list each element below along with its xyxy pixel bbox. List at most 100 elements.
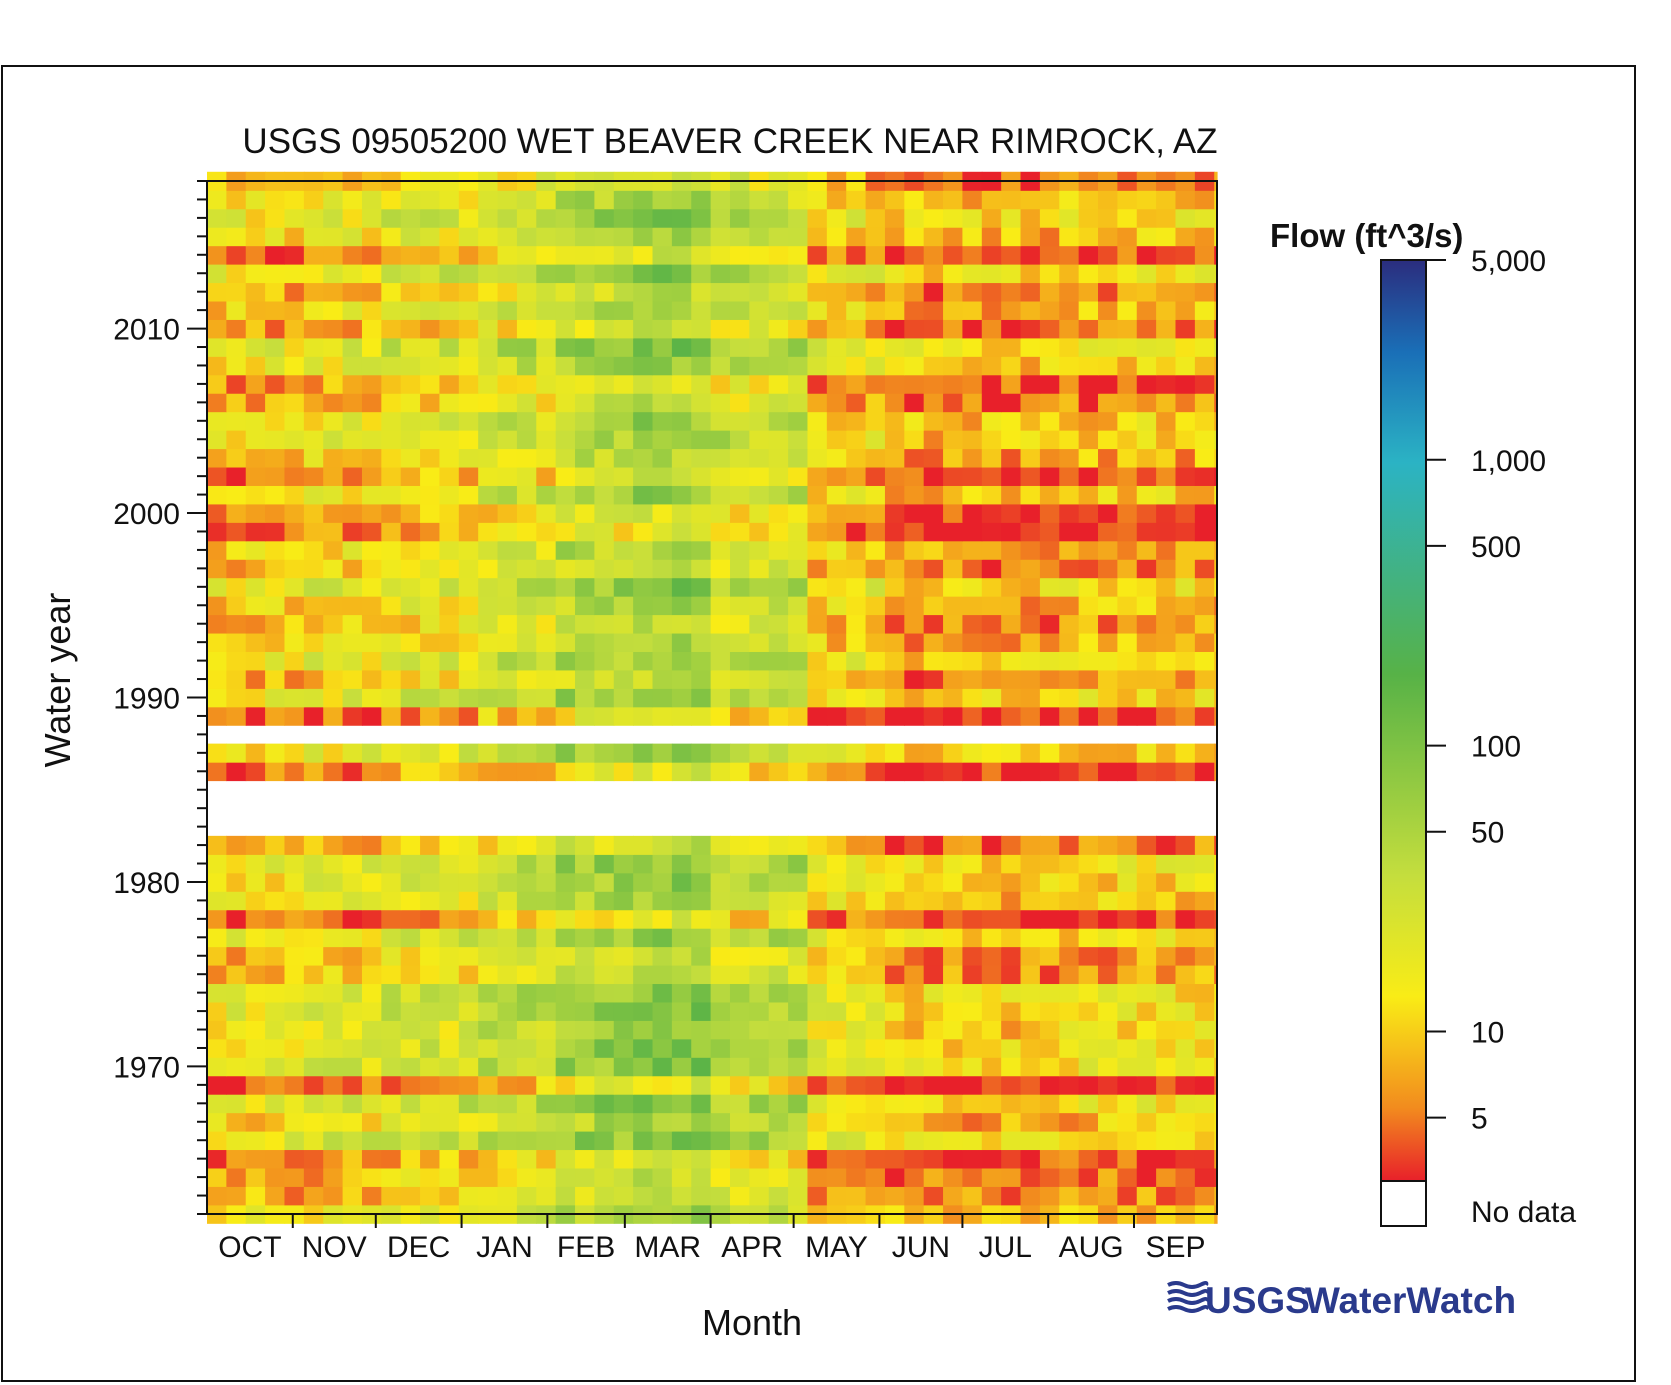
heatmap-cell	[265, 522, 286, 542]
heatmap-cell	[652, 522, 673, 542]
heatmap-cell	[1001, 835, 1022, 855]
heatmap-cell	[555, 1167, 576, 1187]
heatmap-cell	[943, 688, 964, 708]
heatmap-cell	[788, 208, 809, 228]
heatmap-cell	[226, 632, 247, 652]
heatmap-cell	[884, 835, 905, 855]
heatmap-cell	[788, 1167, 809, 1187]
heatmap-cell	[555, 854, 576, 874]
heatmap-cell	[1214, 264, 1218, 284]
heatmap-cell	[729, 632, 750, 652]
heatmap-cell	[826, 503, 847, 523]
heatmap-cell	[1059, 337, 1080, 357]
heatmap-cell	[807, 466, 828, 486]
heatmap-cell	[691, 1057, 712, 1077]
heatmap-cell	[207, 559, 227, 579]
heatmap-cell	[1117, 909, 1138, 929]
heatmap-cell	[729, 337, 750, 357]
heatmap-cell	[1156, 891, 1177, 911]
heatmap-cell	[807, 356, 828, 376]
heatmap-cell	[265, 1167, 286, 1187]
heatmap-cell	[981, 227, 1002, 247]
heatmap-cell	[516, 190, 537, 210]
heatmap-cell	[884, 577, 905, 597]
figure-border	[1, 65, 1636, 1382]
heatmap-cell	[1020, 227, 1041, 247]
heatmap-cell	[1214, 411, 1218, 431]
heatmap-cell	[342, 983, 363, 1003]
heatmap-cell	[207, 928, 227, 948]
heatmap-cell	[1078, 872, 1099, 892]
heatmap-cell	[323, 596, 344, 616]
heatmap-cell	[284, 614, 305, 634]
heatmap-cell	[594, 669, 615, 689]
heatmap-cell	[361, 319, 382, 339]
heatmap-cell	[439, 485, 460, 505]
heatmap-cell	[361, 503, 382, 523]
heatmap-cell	[303, 577, 324, 597]
heatmap-cell	[865, 651, 886, 671]
heatmap-cell	[652, 854, 673, 874]
heatmap-cell	[516, 706, 537, 726]
heatmap-cell	[1039, 282, 1060, 302]
heatmap-cell	[1078, 946, 1099, 966]
heatmap-cell	[729, 448, 750, 468]
heatmap-cell	[652, 190, 673, 210]
heatmap-cell	[768, 411, 789, 431]
heatmap-cell	[691, 337, 712, 357]
heatmap-cell	[1156, 577, 1177, 597]
heatmap-cell	[1001, 411, 1022, 431]
heatmap-cell	[846, 651, 867, 671]
heatmap-cell	[245, 854, 266, 874]
heatmap-cell	[497, 374, 518, 394]
heatmap-cell	[226, 614, 247, 634]
heatmap-cell	[594, 190, 615, 210]
heatmap-cell	[400, 374, 421, 394]
heatmap-cell	[981, 1149, 1002, 1169]
heatmap-cell	[652, 1075, 673, 1095]
heatmap-cell	[226, 706, 247, 726]
heatmap-cell	[284, 393, 305, 413]
heatmap-cell	[613, 540, 634, 560]
heatmap-cell	[497, 872, 518, 892]
heatmap-cell	[478, 448, 499, 468]
heatmap-cell	[865, 227, 886, 247]
heatmap-cell	[439, 891, 460, 911]
heatmap-cell	[1175, 190, 1196, 210]
heatmap-cell	[555, 1057, 576, 1077]
heatmap-cell	[807, 762, 828, 782]
heatmap-cell	[381, 1020, 402, 1040]
heatmap-cell	[729, 909, 750, 929]
heatmap-cell	[226, 1075, 247, 1095]
heatmap-cell	[226, 1094, 247, 1114]
heatmap-cell	[1136, 854, 1157, 874]
heatmap-cell	[1039, 503, 1060, 523]
heatmap-cell	[652, 282, 673, 302]
heatmap-cell	[1078, 632, 1099, 652]
heatmap-cell	[497, 1149, 518, 1169]
heatmap-cell	[400, 1075, 421, 1095]
heatmap-cell	[207, 743, 227, 763]
heatmap-cell	[1078, 411, 1099, 431]
heatmap-cell	[1136, 1112, 1157, 1132]
heatmap-cell	[342, 245, 363, 265]
heatmap-cell	[671, 466, 692, 486]
heatmap-cell	[361, 190, 382, 210]
heatmap-cell	[1059, 393, 1080, 413]
heatmap-cell	[226, 559, 247, 579]
heatmap-cell	[207, 264, 227, 284]
heatmap-cell	[962, 1020, 983, 1040]
heatmap-cell	[1020, 983, 1041, 1003]
heatmap-cell	[497, 245, 518, 265]
heatmap-cell	[1039, 983, 1060, 1003]
heatmap-cell	[633, 540, 654, 560]
heatmap-cell	[536, 872, 557, 892]
heatmap-cell	[981, 411, 1002, 431]
heatmap-cell	[1001, 1001, 1022, 1021]
heatmap-cell	[923, 983, 944, 1003]
heatmap-cell	[1214, 614, 1218, 634]
heatmap-cell	[633, 1020, 654, 1040]
heatmap-cell	[245, 227, 266, 247]
heatmap-cell	[981, 190, 1002, 210]
heatmap-cell	[613, 559, 634, 579]
